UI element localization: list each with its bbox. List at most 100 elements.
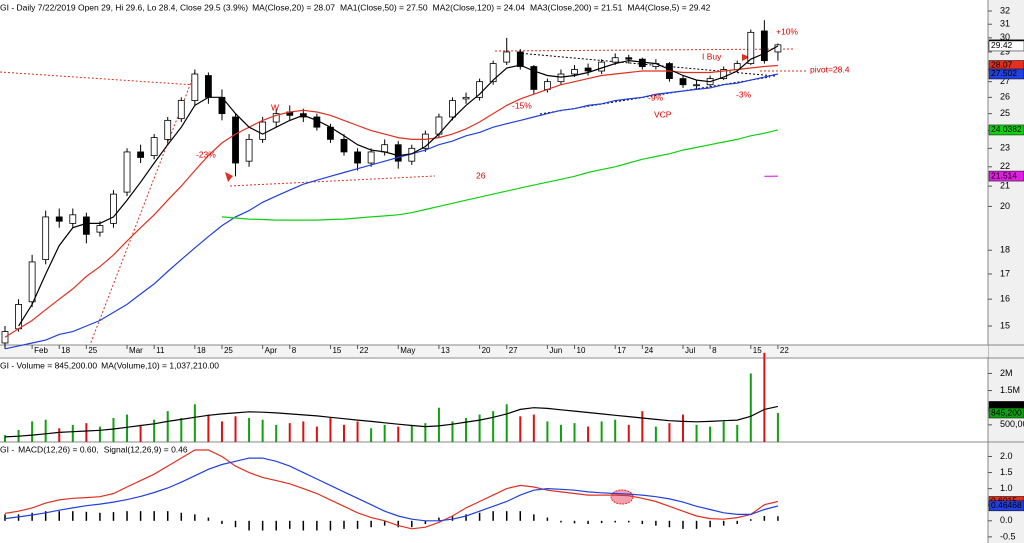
histogram-bar [85,511,88,521]
x-tick-label: 18 [61,346,70,355]
last-value-label: 29.42 [991,40,1013,50]
volume-bar [532,414,535,442]
candle-body [476,81,484,98]
y-tick-label: 18 [1000,245,1010,255]
histogram-bar [424,520,427,525]
y-tick-label: 23 [1000,143,1010,153]
x-tick-label: Mar [129,346,143,355]
y-tick-label: 20 [1000,201,1010,211]
histogram-bar [478,512,481,521]
candle-body [354,151,361,164]
volume-bar [614,419,617,442]
last-value-box [988,124,1024,136]
candle-body [462,96,470,100]
histogram-bar [722,520,725,526]
last-value-label: 28.07 [991,60,1013,70]
volume-bar [44,419,47,442]
candle-body [516,51,524,67]
candle-body [530,66,538,90]
y-tick-label: 17 [1000,268,1010,278]
candle-body [28,261,36,303]
histogram-bar [44,511,47,521]
volume-bar [654,426,657,442]
date-axis-area [0,345,988,357]
volume-bar [641,411,644,442]
y-tick-label: 1.5M [1000,385,1020,395]
volume-bar [58,428,61,442]
annotation: W [271,102,279,112]
volume-bar [410,424,413,442]
series-line [4,457,779,522]
candle-body [679,78,687,86]
series-line [18,45,779,327]
histogram-bar [587,520,589,525]
candle-body [123,151,131,193]
last-value-label: 27.502 [991,68,1017,78]
volume-bar [546,421,549,442]
volume-bar [573,423,576,442]
volume-bar [98,426,101,442]
x-tick-label: 8 [292,346,297,355]
volume-bar [492,411,495,442]
trendline [517,52,776,77]
x-tick-label: 27 [509,346,518,355]
volume-bar [329,418,332,442]
candle-body [82,216,90,235]
histogram-bar [709,520,711,528]
series-line [4,405,779,438]
candle-body [245,138,253,162]
y-tick-label: 15 [1000,320,1010,330]
histogram-bar [289,520,291,529]
candle-body [394,144,402,162]
volume-bar [71,424,74,442]
last-value-box [988,68,1024,80]
series-line [221,129,779,221]
candle-body [340,138,348,153]
histogram-bar [180,512,183,521]
histogram-bar [750,519,752,521]
histogram-bar [248,520,250,531]
volume-bar [451,421,454,442]
x-tick-label: 22 [780,346,789,355]
candle-body [367,151,375,164]
pane-title: GI - Volume = 845,200.00 [0,360,97,370]
x-tick-label: 13 [441,346,450,355]
candle-body [42,216,50,260]
right-axis-area [988,0,1024,543]
candle-body [55,216,63,222]
x-tick-label: 22 [360,346,369,355]
trendline [539,76,771,115]
histogram-bar [397,520,399,528]
volume-bar [709,426,712,442]
histogram-bar [533,514,535,521]
histogram-bar [736,520,738,525]
volume-bar [275,424,278,442]
x-tick-label: Feb [34,346,48,355]
histogram-bar [343,520,345,529]
candle-body [760,30,768,62]
volume-bar [166,411,169,442]
histogram-bar [655,520,657,526]
legend-entry: MACD(12,26) = 0.60, [18,444,99,454]
histogram-bar [99,512,101,521]
volume-bar [234,416,237,442]
x-tick-label: 10 [577,346,586,355]
volume-bar [4,435,6,442]
histogram-bar [438,517,440,521]
pane-title: GI - [0,444,14,454]
candle-body [137,151,145,158]
candle-body [421,133,429,149]
candle-body [96,225,104,233]
volume-bar [587,426,590,442]
y-tick-label: 22 [1000,161,1010,171]
histogram-bar [153,511,155,521]
candle-body [571,69,578,75]
histogram-bar [383,520,386,526]
volume-bar [559,424,562,442]
last-value-label: 1,037,210 [991,401,1024,411]
histogram-bar [17,514,20,521]
candle-body [489,63,497,83]
histogram-bar [695,520,698,529]
candle-body [693,84,700,87]
